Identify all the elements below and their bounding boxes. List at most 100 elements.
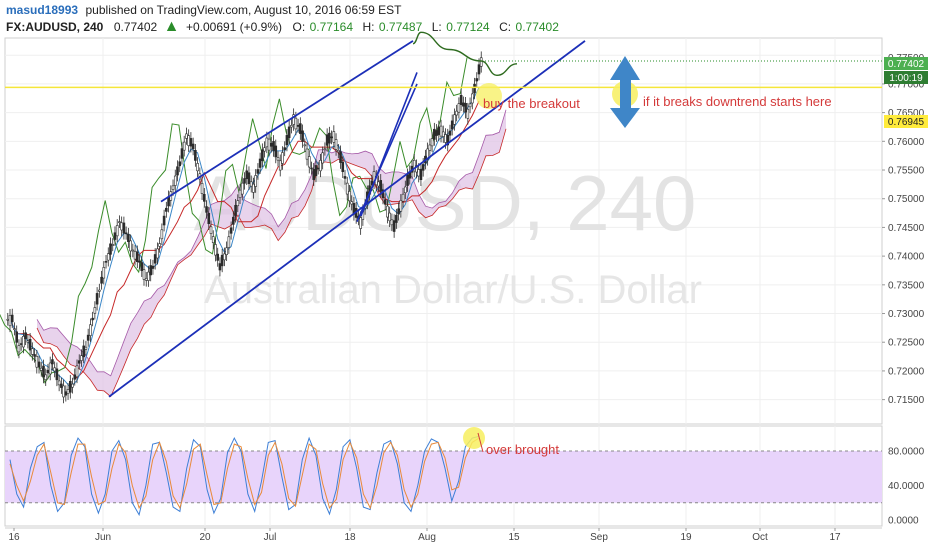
price-pane-frame <box>4 37 883 425</box>
channel-upper-line <box>160 40 414 203</box>
candle-body <box>227 236 231 248</box>
header-line-1: masud18993 published on TradingView.com,… <box>6 1 402 18</box>
candle-body <box>388 212 391 222</box>
countdown-badge-bg <box>884 71 928 84</box>
candle-body <box>93 307 97 314</box>
candle-body <box>430 138 434 147</box>
watermark-description: Australian Dollar/U.S. Dollar <box>204 268 702 312</box>
candle-body <box>66 389 70 394</box>
candle-body <box>310 167 313 170</box>
channel-lower-line <box>108 40 586 398</box>
candle-body <box>321 152 324 164</box>
annotation-pointer <box>477 432 484 453</box>
candle-body <box>397 208 400 215</box>
candle-body <box>46 369 50 374</box>
candle-body <box>129 240 132 252</box>
price-axis-label: 0.75500 <box>888 166 925 177</box>
candle-body <box>225 247 228 255</box>
candle-body <box>10 314 14 323</box>
candle-body <box>261 149 264 162</box>
candle-body <box>104 261 108 263</box>
candle-body <box>95 293 99 305</box>
candle-body <box>395 214 398 223</box>
publisher-user: masud18993 <box>6 3 78 17</box>
candle-body <box>323 148 327 151</box>
candle-body <box>234 205 237 217</box>
price-badge-level: 0.76945 <box>888 117 925 128</box>
candle-body <box>343 176 347 179</box>
candle-body <box>381 189 385 199</box>
candle-body <box>13 328 16 330</box>
ichimoku-cloud <box>36 109 507 398</box>
candle-body <box>42 365 45 378</box>
candle-body <box>386 205 389 218</box>
candle-body <box>437 126 441 135</box>
time-axis-label: 20 <box>199 532 211 543</box>
candle-body <box>153 254 157 264</box>
candle-body <box>459 94 463 105</box>
candle-body <box>379 180 383 192</box>
candle-body <box>151 265 155 269</box>
price-badge-last-bg <box>884 57 928 70</box>
time-axis-label: Aug <box>418 532 436 543</box>
candle-body <box>339 151 342 163</box>
candle-body <box>319 160 322 172</box>
high-label: H: <box>362 20 374 34</box>
projection-path <box>412 31 518 77</box>
candle-body <box>263 147 266 152</box>
candle-body <box>328 132 331 144</box>
candle-body <box>287 126 291 139</box>
candle-body <box>446 134 450 146</box>
candle-body <box>165 207 168 212</box>
candle-body <box>332 131 336 143</box>
candle-body <box>118 221 121 223</box>
candle-body <box>236 200 240 207</box>
candle-body <box>383 199 387 205</box>
candle-body <box>421 164 425 171</box>
candle-body <box>243 178 246 184</box>
candle-body <box>80 355 83 361</box>
candle-body <box>254 175 257 187</box>
candle-body <box>477 64 481 75</box>
lagging-span-line <box>0 57 468 384</box>
stochastic-fill <box>5 451 882 503</box>
candle-body <box>475 78 479 82</box>
candle-body <box>75 365 79 378</box>
candle-body <box>138 260 141 263</box>
candle-body <box>453 114 456 125</box>
candle-body <box>194 149 197 161</box>
candle-body <box>113 232 117 240</box>
stochastic-k-line <box>9 435 480 517</box>
candle-body <box>316 167 320 170</box>
candle-body <box>196 163 199 172</box>
candle-body <box>238 189 242 199</box>
candle-body <box>156 248 159 259</box>
candle-body <box>419 168 423 180</box>
candle-body <box>269 142 273 147</box>
up-arrow-icon: ▲ <box>164 18 180 35</box>
candle-body <box>124 232 128 235</box>
trend-channel <box>108 40 586 398</box>
close-label: C: <box>499 20 511 34</box>
price-axis-label: 0.75000 <box>888 194 925 205</box>
stochastic-band <box>5 450 882 504</box>
time-axis-label: Oct <box>752 532 768 543</box>
candle-body <box>86 334 90 341</box>
candle-body <box>69 380 72 393</box>
low-value: 0.77124 <box>446 20 490 34</box>
candle-body <box>479 57 483 67</box>
candle-body <box>303 144 307 147</box>
candle-body <box>223 253 226 261</box>
candle-body <box>281 152 284 164</box>
candle-body <box>31 348 34 355</box>
candle-body <box>283 147 287 151</box>
candle-body <box>187 135 190 146</box>
price-change: +0.00691 (+0.9%) <box>186 20 282 34</box>
candle-body <box>240 182 244 195</box>
candle-body <box>203 194 206 202</box>
candle-body <box>205 206 208 213</box>
price-axis-label: 0.76500 <box>888 108 925 119</box>
candle-body <box>89 324 92 336</box>
high-value: 0.77487 <box>379 20 423 34</box>
